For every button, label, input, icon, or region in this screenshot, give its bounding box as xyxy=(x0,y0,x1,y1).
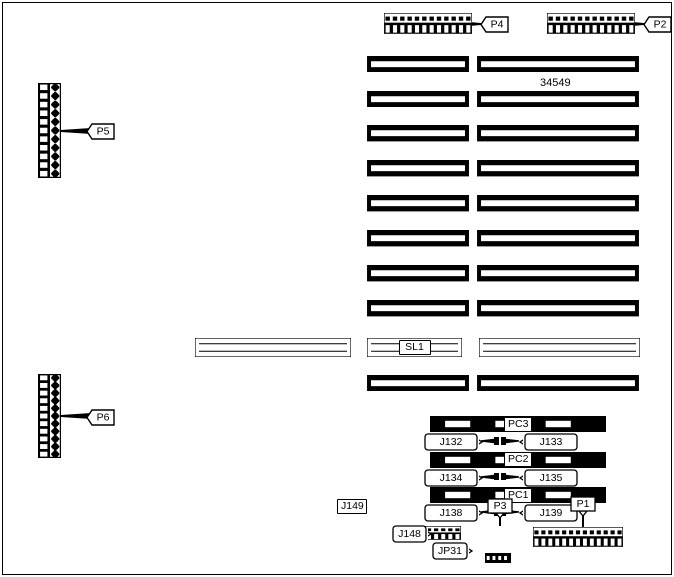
svg-text:JP31: JP31 xyxy=(438,545,462,557)
svg-text:P3: P3 xyxy=(494,500,507,512)
svg-text:P2: P2 xyxy=(654,19,667,31)
svg-text:J133: J133 xyxy=(539,436,562,448)
svg-text:J138: J138 xyxy=(440,507,463,519)
svg-text:J134: J134 xyxy=(440,472,463,484)
svg-text:J148: J148 xyxy=(398,528,421,540)
svg-text:P6: P6 xyxy=(97,411,110,423)
svg-text:P1: P1 xyxy=(577,498,590,510)
svg-text:J132: J132 xyxy=(440,436,463,448)
svg-text:P5: P5 xyxy=(97,126,110,138)
svg-text:P4: P4 xyxy=(491,19,504,31)
svg-text:J139: J139 xyxy=(539,507,562,519)
svg-text:J135: J135 xyxy=(539,472,562,484)
